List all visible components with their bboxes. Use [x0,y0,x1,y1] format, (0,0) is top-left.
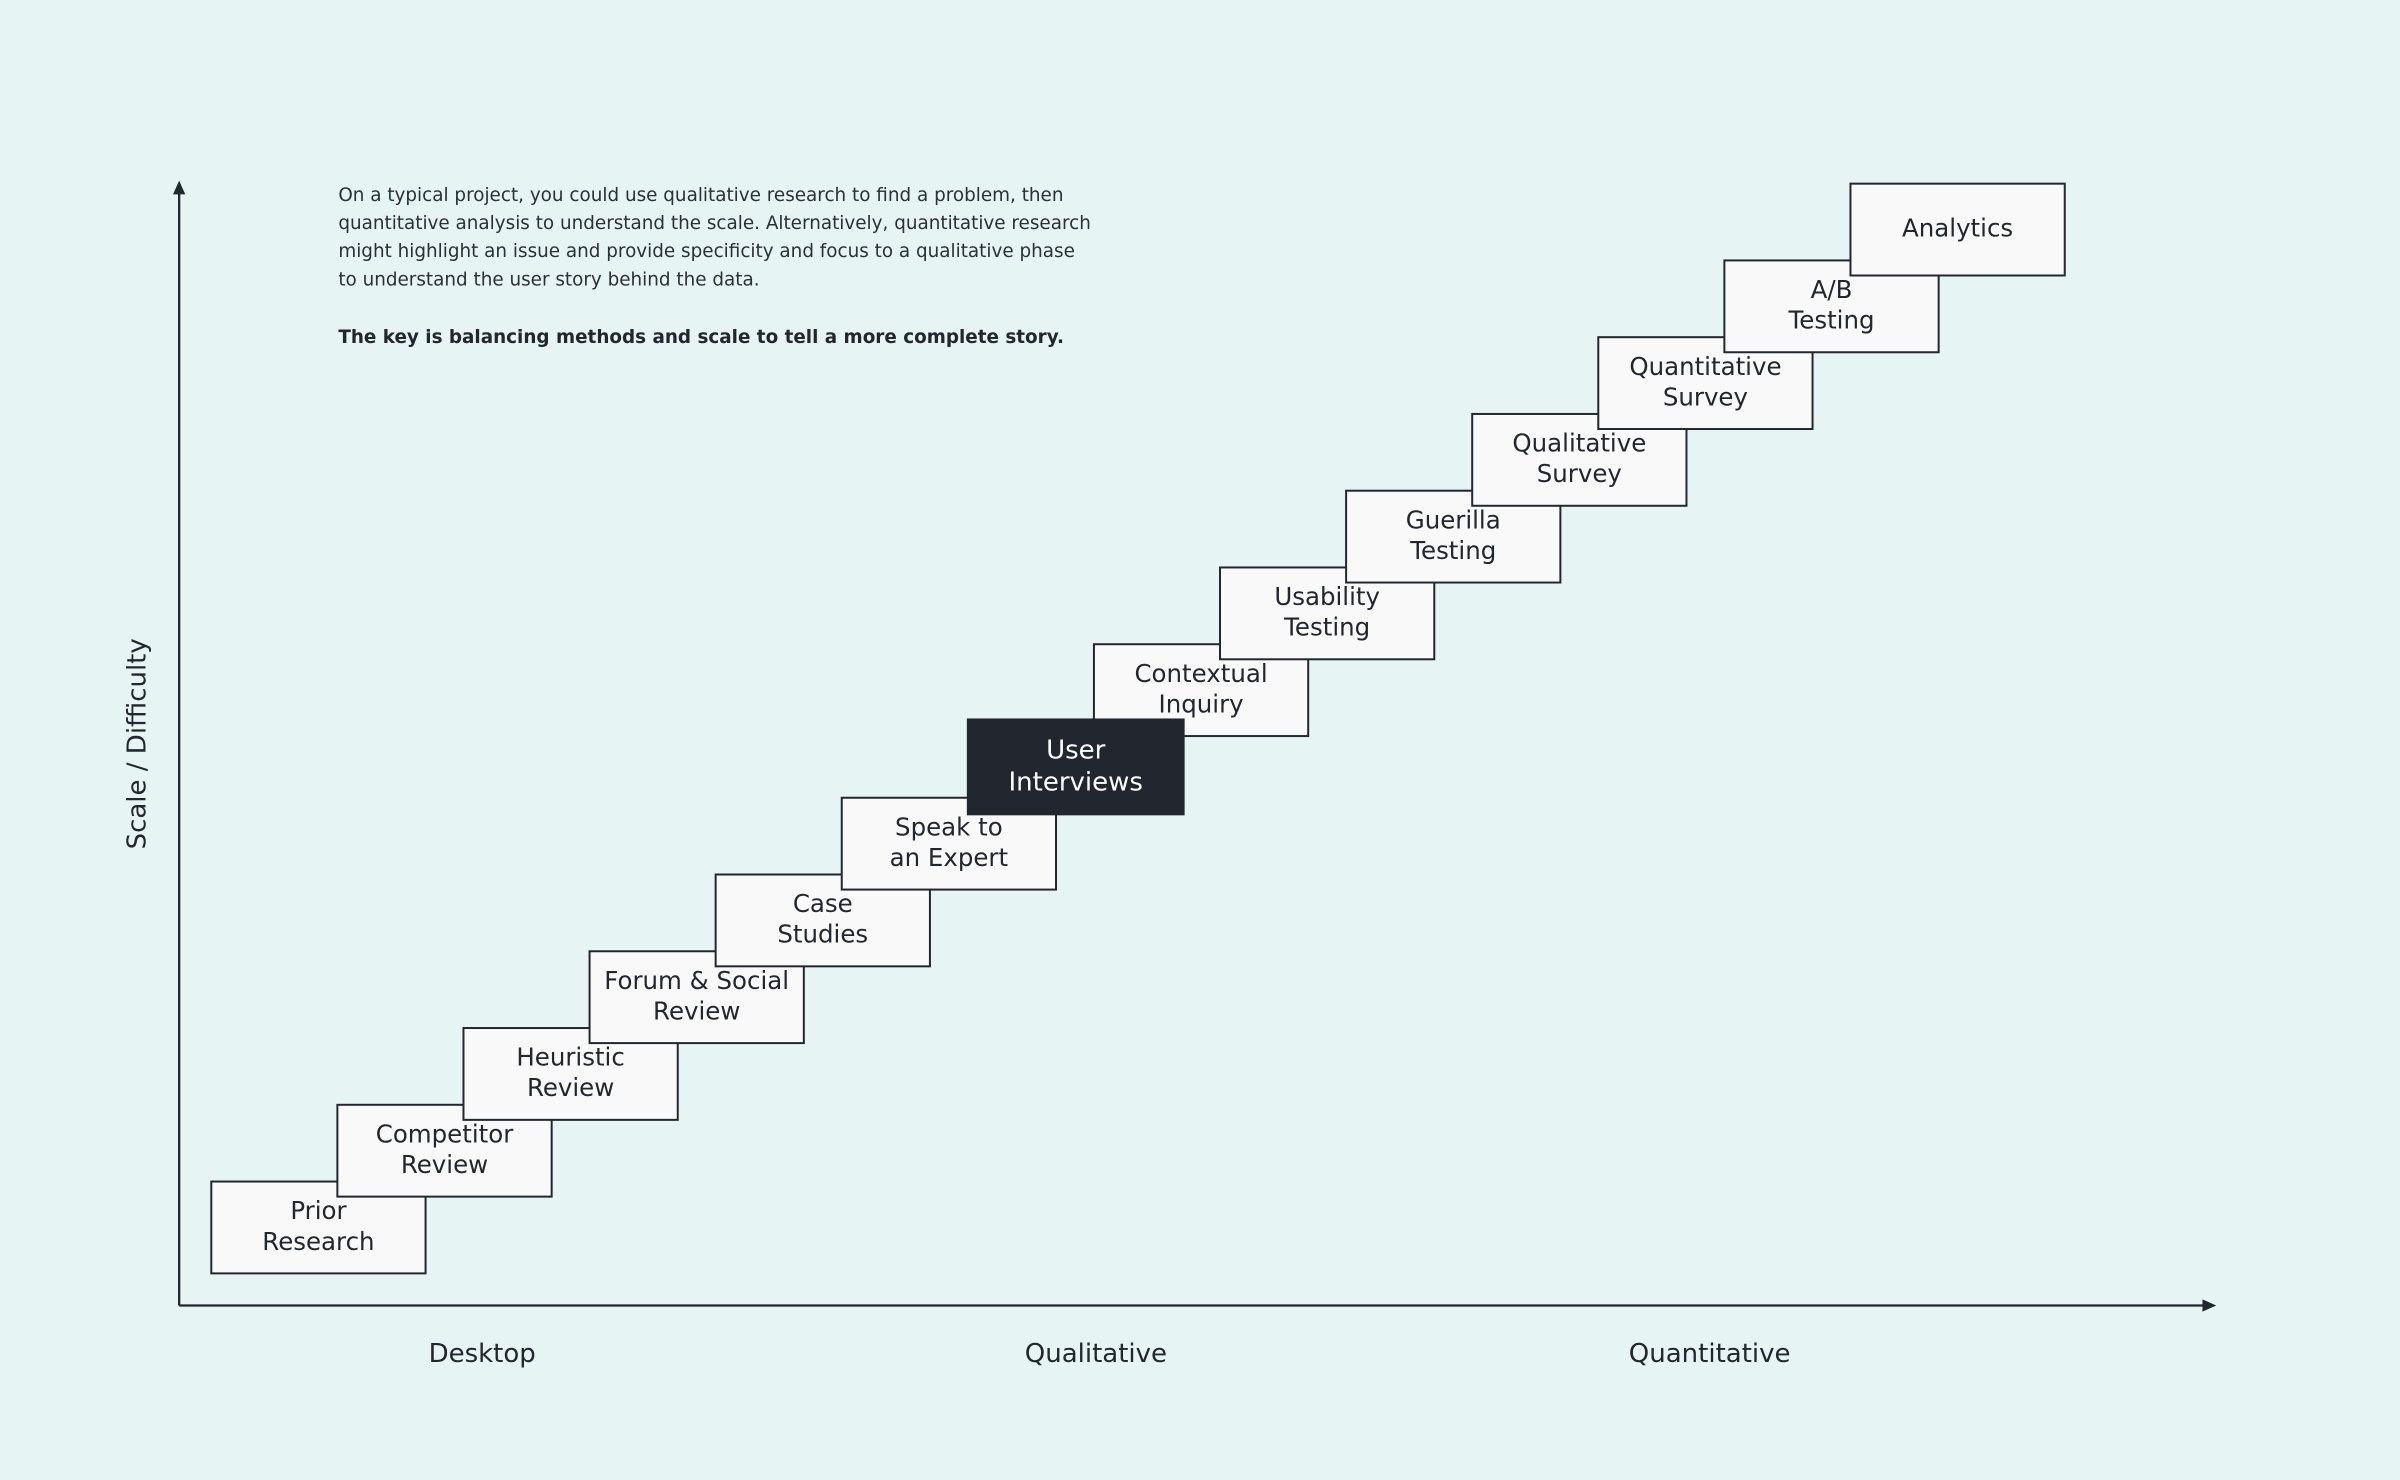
step-label: Review [527,1073,614,1102]
key-message: The key is balancing methods and scale t… [338,327,1064,348]
step-label: Heuristic [516,1043,624,1072]
step-label: Guerilla [1406,505,1501,534]
step-label: Speak to [895,812,1003,841]
step-label: Analytics [1902,214,2013,243]
step-label: Competitor [376,1119,514,1148]
description-line: quantitative analysis to understand the … [338,213,1091,234]
step-label: Forum & Social [604,966,789,995]
step-label: an Expert [890,843,1009,872]
step-label: Studies [777,920,868,949]
step-label: Testing [1787,306,1874,335]
x-axis-label: Desktop [429,1339,536,1369]
description: On a typical project, you could use qual… [338,185,1091,348]
step-label: Prior [290,1196,347,1225]
step-label: Testing [1409,536,1496,565]
x-axis-arrow [2202,1299,2217,1312]
description-line: On a typical project, you could use qual… [338,185,1063,206]
step-label: A/B [1811,275,1853,304]
step-label: Survey [1663,382,1748,411]
step-label: Qualitative [1512,429,1646,458]
step-label: Interviews [1009,767,1143,797]
step-box [1849,182,2066,277]
step-label: Quantitative [1629,352,1781,381]
step-label: User [1046,735,1106,765]
step-label: Research [262,1227,374,1256]
step-label: Usability [1274,582,1380,611]
step-label: Contextual [1134,659,1267,688]
description-line: might highlight an issue and provide spe… [338,241,1075,262]
step-label: Review [401,1150,488,1179]
step-box [966,718,1185,816]
description-line: to understand the user story behind the … [338,269,759,290]
step-label: Testing [1283,613,1370,642]
step: Analytics [1849,182,2066,277]
steps: PriorResearchCompetitorReviewHeuristicRe… [210,182,2066,1275]
step-label: Review [653,996,740,1025]
x-axis-labels: Desktop Qualitative Quantitative [429,1339,1791,1369]
x-axis-label: Qualitative [1025,1339,1167,1369]
y-axis-label: Scale / Difficulty [122,638,152,849]
x-axis-label: Quantitative [1629,1339,1791,1369]
step-label: Inquiry [1159,689,1244,718]
step-label: Case [793,889,853,918]
y-axis-arrow [173,180,186,195]
step-label: Survey [1537,459,1622,488]
